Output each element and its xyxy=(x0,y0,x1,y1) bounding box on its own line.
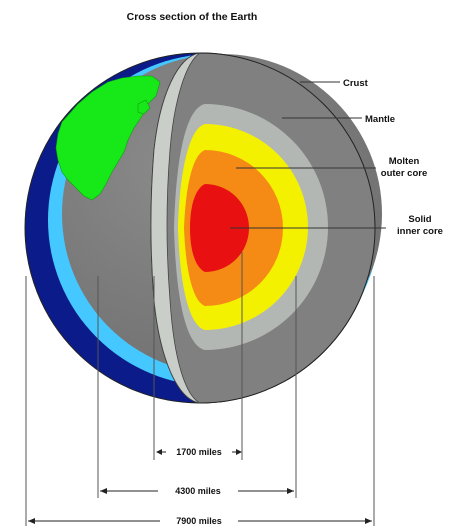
diagram-title: Cross section of the Earth xyxy=(127,11,258,23)
label-outer-core-1: Molten xyxy=(389,156,420,167)
dim-outer-core: 4300 miles xyxy=(100,486,294,496)
dim-inner-core: 1700 miles xyxy=(156,447,242,457)
continent xyxy=(55,75,161,201)
inner-core xyxy=(190,184,249,272)
label-mantle: Mantle xyxy=(365,114,395,125)
label-inner-core-1: Solid xyxy=(408,214,431,225)
crust-region xyxy=(150,52,201,404)
dim-outer-core-label: 4300 miles xyxy=(175,486,221,496)
dim-earth-label: 7900 miles xyxy=(176,516,222,526)
label-crust: Crust xyxy=(343,78,369,89)
dim-earth: 7900 miles xyxy=(28,516,372,526)
island xyxy=(137,99,151,115)
label-outer-core-2: outer core xyxy=(381,168,427,179)
label-inner-core-2: inner core xyxy=(397,226,443,237)
dim-inner-core-label: 1700 miles xyxy=(176,447,222,457)
